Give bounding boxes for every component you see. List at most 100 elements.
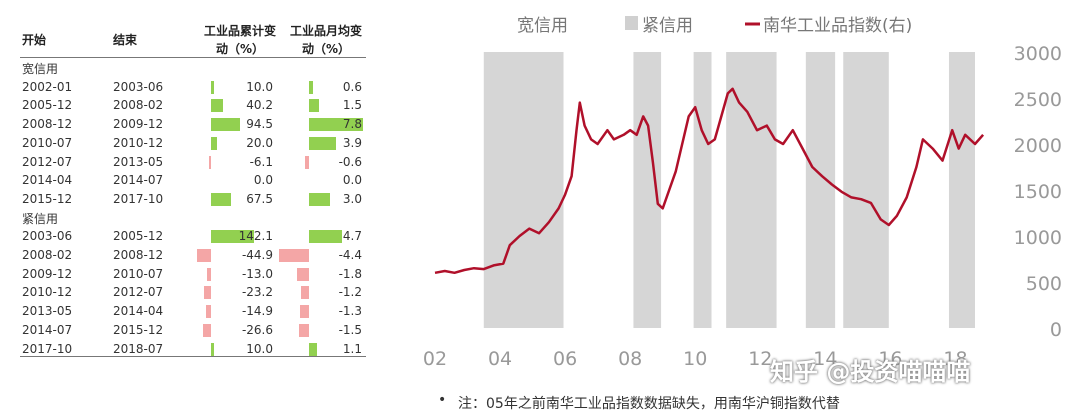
y-tick-label: 3000 (1014, 43, 1062, 65)
cumulative-bar (209, 155, 211, 169)
row-start-date: 2005-12 (22, 98, 73, 113)
row-monthly-value: 1.5 (342, 98, 362, 113)
row-monthly-value: -1.8 (338, 266, 362, 281)
row-start-date: 2008-12 (22, 117, 73, 132)
cumulative-bar (211, 80, 215, 94)
line-chart: 宽信用 紧信用 南华工业品指数(右) 0 500 1000 1500 2000 2500 3… (423, 16, 1062, 370)
y-tick-label: 0 (1050, 319, 1062, 341)
cumulative-bar (203, 286, 211, 300)
monthly-bar (309, 80, 314, 94)
monthly-bar (309, 230, 342, 244)
cumulative-bar (211, 342, 215, 356)
table-bottom-rule (20, 356, 366, 357)
header-end: 结束 (113, 33, 138, 47)
cumulative-bar (207, 267, 211, 281)
monthly-bar (300, 305, 309, 319)
x-tick-label: 08 (618, 348, 642, 370)
row-monthly-value: -1.2 (338, 285, 362, 300)
x-tick-label: 06 (553, 348, 577, 370)
tight-credit-band (805, 52, 836, 328)
row-end-date: 2010-12 (113, 135, 164, 150)
chart-panel: 宽信用 紧信用 南华工业品指数(右) 0 500 1000 1500 2000 2500 3… (380, 0, 1080, 415)
cumulative-bar (202, 323, 211, 337)
row-cumulative-value: 94.5 (246, 117, 273, 132)
row-start-date: 2012-07 (22, 154, 73, 169)
row-start-date: 2013-05 (22, 304, 73, 319)
cumulative-bar (211, 99, 224, 113)
monthly-bar (309, 136, 336, 150)
row-cumulative-value: -13.0 (241, 266, 273, 281)
row-start-date: 2014-04 (22, 173, 73, 188)
row-end-date: 2008-12 (113, 248, 164, 262)
y-tick-label: 2500 (1014, 89, 1062, 111)
tight-credit-band (693, 52, 712, 328)
row-monthly-value: -1.5 (338, 322, 362, 337)
cumulative-bar (211, 136, 218, 150)
row-cumulative-value: 67.5 (246, 191, 273, 206)
cumulative-bar (197, 249, 211, 262)
monthly-bar (300, 286, 309, 300)
group-label: 紧信用 (22, 211, 59, 226)
row-monthly-value: 3.0 (342, 191, 362, 206)
row-cumulative-value: 10.0 (246, 79, 273, 94)
cumulative-bar (211, 192, 232, 206)
row-cumulative-value: -23.2 (241, 285, 273, 300)
monthly-bar (309, 342, 317, 356)
row-cumulative-value: 10.0 (246, 341, 273, 356)
row-end-date: 2014-07 (113, 173, 164, 188)
x-axis-ticks: 02 04 06 08 10 12 14 16 18 (423, 348, 968, 370)
chart-note-bullet: • (438, 392, 447, 408)
row-end-date: 2017-10 (113, 191, 164, 206)
row-monthly-value: 3.9 (342, 135, 362, 150)
x-tick-label: 18 (943, 348, 967, 370)
row-start-date: 2017-10 (22, 341, 73, 356)
header-monthly-line2: 动（%） (301, 42, 351, 56)
group-label: 宽信用 (22, 62, 59, 76)
row-cumulative-value: -26.6 (241, 322, 273, 337)
tight-credit-band (483, 52, 564, 328)
y-tick-label: 2000 (1014, 135, 1062, 157)
monthly-bar (298, 323, 309, 337)
row-start-date: 2003-06 (22, 229, 73, 244)
x-tick-label: 16 (878, 348, 902, 370)
row-start-date: 2015-12 (22, 191, 73, 206)
x-tick-label: 12 (748, 348, 772, 370)
tight-credit-band (948, 52, 975, 328)
right-axis-ticks: 0 500 1000 1500 2000 2500 3000 (1014, 43, 1062, 341)
credit-cycle-table: 开始 结束 工业品累计变 动（%） 工业品月均变 动（%） 宽信用 2002-01… (0, 0, 380, 415)
header-monthly-line1: 工业品月均变 (289, 24, 362, 38)
row-monthly-value: 4.7 (342, 229, 362, 244)
cumulative-bar (211, 118, 240, 132)
chart-legend: 宽信用 紧信用 南华工业品指数(右) (517, 16, 912, 36)
row-end-date: 2012-07 (113, 285, 164, 300)
row-end-date: 2005-12 (113, 229, 164, 244)
row-cumulative-value: 142.1 (238, 229, 273, 244)
row-monthly-value: -0.6 (338, 154, 362, 169)
x-tick-label: 04 (488, 348, 512, 370)
header-cumulative-line1: 工业品累计变 (203, 24, 276, 38)
tight-credit-shading (483, 52, 975, 328)
row-cumulative-value: 20.0 (246, 135, 273, 150)
legend-loose-label: 宽信用 (517, 16, 568, 36)
x-tick-label: 14 (813, 348, 837, 370)
monthly-bar (278, 249, 309, 262)
monthly-bar (304, 155, 309, 169)
row-start-date: 2009-12 (22, 266, 73, 281)
monthly-bar (309, 118, 363, 132)
header-divider (20, 57, 366, 58)
row-cumulative-value: -44.9 (241, 248, 273, 262)
row-start-date: 2010-12 (22, 285, 73, 300)
row-start-date: 2008-02 (22, 248, 73, 262)
y-tick-label: 1000 (1014, 227, 1062, 249)
header-start: 开始 (22, 33, 47, 47)
row-cumulative-value: 40.2 (246, 98, 273, 113)
row-end-date: 2010-07 (113, 266, 164, 281)
row-monthly-value: 0.6 (342, 79, 362, 94)
cumulative-bar (211, 230, 254, 244)
row-end-date: 2018-07 (113, 341, 164, 356)
row-end-date: 2013-05 (113, 154, 164, 169)
row-monthly-value: 7.8 (342, 117, 362, 132)
row-end-date: 2003-06 (113, 79, 164, 94)
header-cumulative-line2: 动（%） (215, 42, 265, 56)
row-monthly-value: -1.3 (338, 304, 362, 319)
